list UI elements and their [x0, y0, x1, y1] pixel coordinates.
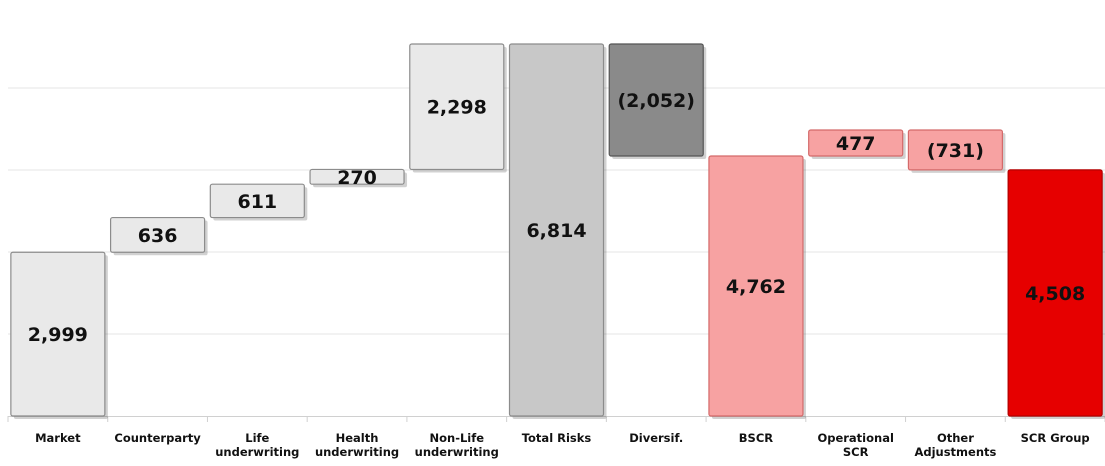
- category-label: underwriting: [315, 445, 399, 459]
- category-label: Market: [35, 431, 81, 445]
- bar-other-adjustments: [907, 129, 1004, 171]
- category-label: Counterparty: [114, 431, 201, 445]
- value-label: 6,814: [526, 220, 586, 242]
- category-label: SCR: [843, 445, 869, 459]
- value-label: 270: [337, 167, 377, 189]
- bar-total-risks: [508, 43, 605, 417]
- category-label: Adjustments: [914, 445, 996, 459]
- category-label: underwriting: [215, 445, 299, 459]
- value-label: 4,762: [726, 276, 786, 298]
- value-label: 4,508: [1025, 283, 1085, 305]
- value-label: 477: [836, 133, 876, 155]
- value-label: (731): [927, 140, 984, 162]
- bar-scr-group: [1007, 169, 1103, 417]
- category-label: Non-Life: [429, 431, 484, 445]
- category-label: Diversif.: [629, 431, 683, 445]
- bar-operational-scr: [808, 129, 904, 157]
- category-label: Operational: [817, 431, 893, 445]
- category-label: BSCR: [739, 431, 773, 445]
- category-label: Other: [937, 431, 974, 445]
- value-label: (2,052): [617, 90, 694, 112]
- value-label: 2,999: [28, 324, 88, 346]
- bar-non-life-underwriting: [409, 43, 505, 171]
- bar-bscr: [708, 155, 804, 417]
- category-label: underwriting: [415, 445, 499, 459]
- value-labels: 2,999 636 611 270 2,298 6,814 (2,052) 4,762 477 (…: [28, 90, 1085, 346]
- category-label: Life: [245, 431, 269, 445]
- bar-market: [10, 251, 106, 417]
- category-label: Health: [336, 431, 379, 445]
- bar-life-underwriting: [209, 183, 305, 219]
- value-label: 2,298: [427, 97, 487, 119]
- bar-counterparty: [109, 216, 206, 253]
- bars: [10, 43, 1105, 419]
- bar-health-underwriting: [309, 168, 405, 185]
- category-label: Total Risks: [522, 431, 592, 445]
- bar-diversif-: [608, 43, 704, 157]
- category-labels: Market Counterparty LifeunderwritingHealth…: [35, 431, 1090, 459]
- value-label: 611: [237, 191, 277, 213]
- category-label: SCR Group: [1021, 431, 1090, 445]
- value-label: 636: [138, 225, 178, 247]
